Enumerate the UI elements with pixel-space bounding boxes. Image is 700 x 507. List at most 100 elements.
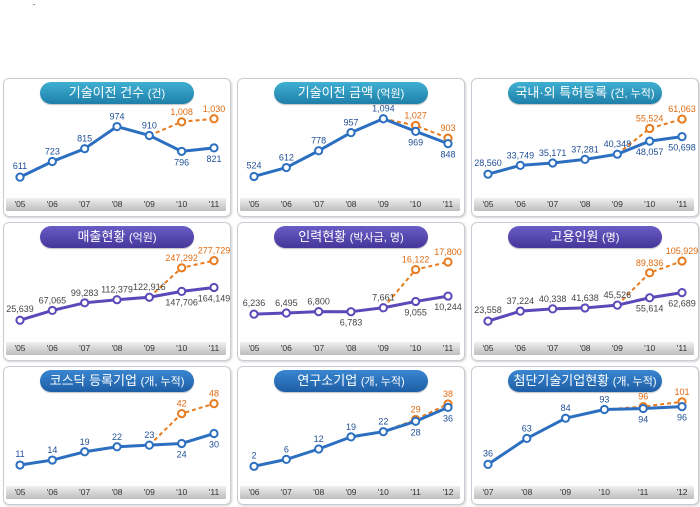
chart-svg: 36 63 84 93 94 96 96 101 xyxy=(483,387,690,470)
actual-data-label: 848 xyxy=(440,150,455,160)
actual-data-label: 6,800 xyxy=(307,297,330,307)
actual-data-label: 41,638 xyxy=(571,293,599,303)
x-tick-label: '08 xyxy=(521,487,533,497)
chart-svg: 11 14 19 22 23 24 30 42 48 xyxy=(15,389,219,470)
actual-point xyxy=(612,300,622,310)
forecast-point xyxy=(645,268,655,278)
actual-data-label: 2 xyxy=(251,450,256,460)
x-axis-bar: '07 '08 '09 '10 '11 '12 xyxy=(474,486,694,499)
actual-point xyxy=(47,156,57,167)
chart-panel-kosdaq: 11 14 19 22 23 24 30 42 48 코스닥 등록기업 (개, 누적) '05 '… xyxy=(3,366,231,505)
actual-data-label: 25,639 xyxy=(6,304,34,314)
forecast-data-label: 1,008 xyxy=(170,107,193,117)
x-tick-label: '10 xyxy=(377,487,389,497)
actual-data-label: 37,281 xyxy=(571,144,599,154)
forecast-data-label: 16,122 xyxy=(402,255,430,265)
actual-point xyxy=(15,460,25,470)
actual-point xyxy=(80,447,90,457)
actual-point xyxy=(411,296,421,307)
actual-point xyxy=(314,307,324,317)
x-tick-label: '08 xyxy=(111,487,123,497)
chart-title: 첨단기술기업현황 (개, 누적) xyxy=(508,370,662,392)
chart-panel-researchers: 6,236 6,495 6,800 6,783 7,661 9,055 10,244 16,1… xyxy=(237,222,465,361)
actual-data-label: 94 xyxy=(638,415,648,425)
forecast-data-label: 89,836 xyxy=(636,258,664,268)
forecast-point xyxy=(177,263,187,273)
actual-data-label: 30 xyxy=(209,440,219,450)
chart-svg: 23,558 37,224 40,338 41,638 45,526 55,614 62,6… xyxy=(474,246,698,326)
actual-data-label: 164,149 xyxy=(198,293,230,303)
actual-point xyxy=(411,416,421,426)
chart-title-text: 코스닥 등록기업 xyxy=(49,373,137,388)
actual-point xyxy=(15,315,25,325)
forecast-point xyxy=(209,256,219,266)
chart-title: 기술이전 금액 (억원) xyxy=(274,82,428,104)
chart-subtitle: (개, 누적) xyxy=(140,376,185,388)
forecast-line xyxy=(616,118,683,155)
x-tick-label: '05 xyxy=(482,343,494,353)
actual-data-label: 6,236 xyxy=(243,298,266,308)
forecast-data-label: 29 xyxy=(411,405,421,415)
actual-point xyxy=(515,160,525,170)
actual-point xyxy=(677,402,687,412)
actual-point xyxy=(15,172,25,182)
actual-point xyxy=(281,162,291,173)
x-tick-label: '08 xyxy=(579,343,591,353)
actual-point xyxy=(209,282,219,293)
forecast-data-label: 96 xyxy=(638,392,648,402)
actual-data-label: 36 xyxy=(443,413,453,423)
forecast-point xyxy=(209,399,219,409)
actual-point xyxy=(80,298,90,308)
actual-data-label: 815 xyxy=(77,134,92,144)
actual-data-label: 957 xyxy=(343,118,358,128)
actual-point xyxy=(483,316,493,326)
x-tick-label: '09 xyxy=(611,199,623,209)
actual-data-label: 910 xyxy=(142,120,157,130)
chart-title: 연구소기업 (개, 누적) xyxy=(274,370,428,392)
actual-point xyxy=(378,427,388,437)
x-tick-label: '12 xyxy=(676,487,688,497)
actual-point xyxy=(548,158,558,168)
x-tick-label: '09 xyxy=(345,487,357,497)
actual-point xyxy=(378,303,388,313)
actual-point xyxy=(144,130,154,141)
chart-svg: 25,639 67,065 99,283 112,379 122,916 147,706 1… xyxy=(6,246,230,325)
chart-title-text: 기술이전 금액 xyxy=(297,85,374,100)
actual-data-label: 40,338 xyxy=(539,294,567,304)
actual-point xyxy=(522,433,532,444)
chart-title: 매출현황 (억원) xyxy=(40,226,194,248)
chart-title-text: 고용인원 xyxy=(550,229,599,244)
actual-data-label: 10,244 xyxy=(434,302,462,312)
actual-point xyxy=(144,292,154,302)
x-tick-label: '11 xyxy=(676,343,688,353)
actual-data-label: 147,706 xyxy=(165,297,198,307)
actual-data-label: 6,495 xyxy=(275,298,298,308)
actual-data-label: 24 xyxy=(177,449,187,459)
chart-svg: 524 612 778 957 1,094 969 848 1,027 903 xyxy=(246,104,456,182)
chart-title-text: 첨단기술기업현황 xyxy=(513,373,610,388)
actual-data-label: 84 xyxy=(561,403,571,413)
forecast-point xyxy=(645,123,655,134)
actual-data-label: 9,055 xyxy=(404,307,427,317)
x-tick-label: '11 xyxy=(208,487,220,497)
actual-point xyxy=(411,126,421,136)
corner-mark xyxy=(33,4,35,5)
actual-data-label: 93 xyxy=(599,395,609,405)
actual-data-label: 19 xyxy=(346,422,356,432)
actual-data-label: 37,224 xyxy=(507,296,535,306)
forecast-data-label: 105,929 xyxy=(666,246,698,256)
actual-point xyxy=(47,305,57,316)
chart-panel-tech-transfer-amount: 524 612 778 957 1,094 969 848 1,027 903 기술이전 금액 … xyxy=(237,78,465,217)
actual-data-label: 23,558 xyxy=(474,305,502,315)
x-tick-label: '06 xyxy=(280,343,292,353)
actual-data-label: 14 xyxy=(47,445,57,455)
actual-point xyxy=(112,442,122,452)
chart-title: 인력현황 (박사급, 명) xyxy=(274,226,428,248)
x-tick-label: '10 xyxy=(410,343,422,353)
x-tick-label: '08 xyxy=(579,199,591,209)
x-tick-label: '11 xyxy=(442,343,454,353)
actual-data-label: 23 xyxy=(144,430,154,440)
chart-title: 기술이전 건수 (건) xyxy=(40,82,194,104)
actual-point xyxy=(561,413,571,423)
actual-data-label: 6,783 xyxy=(340,318,363,328)
